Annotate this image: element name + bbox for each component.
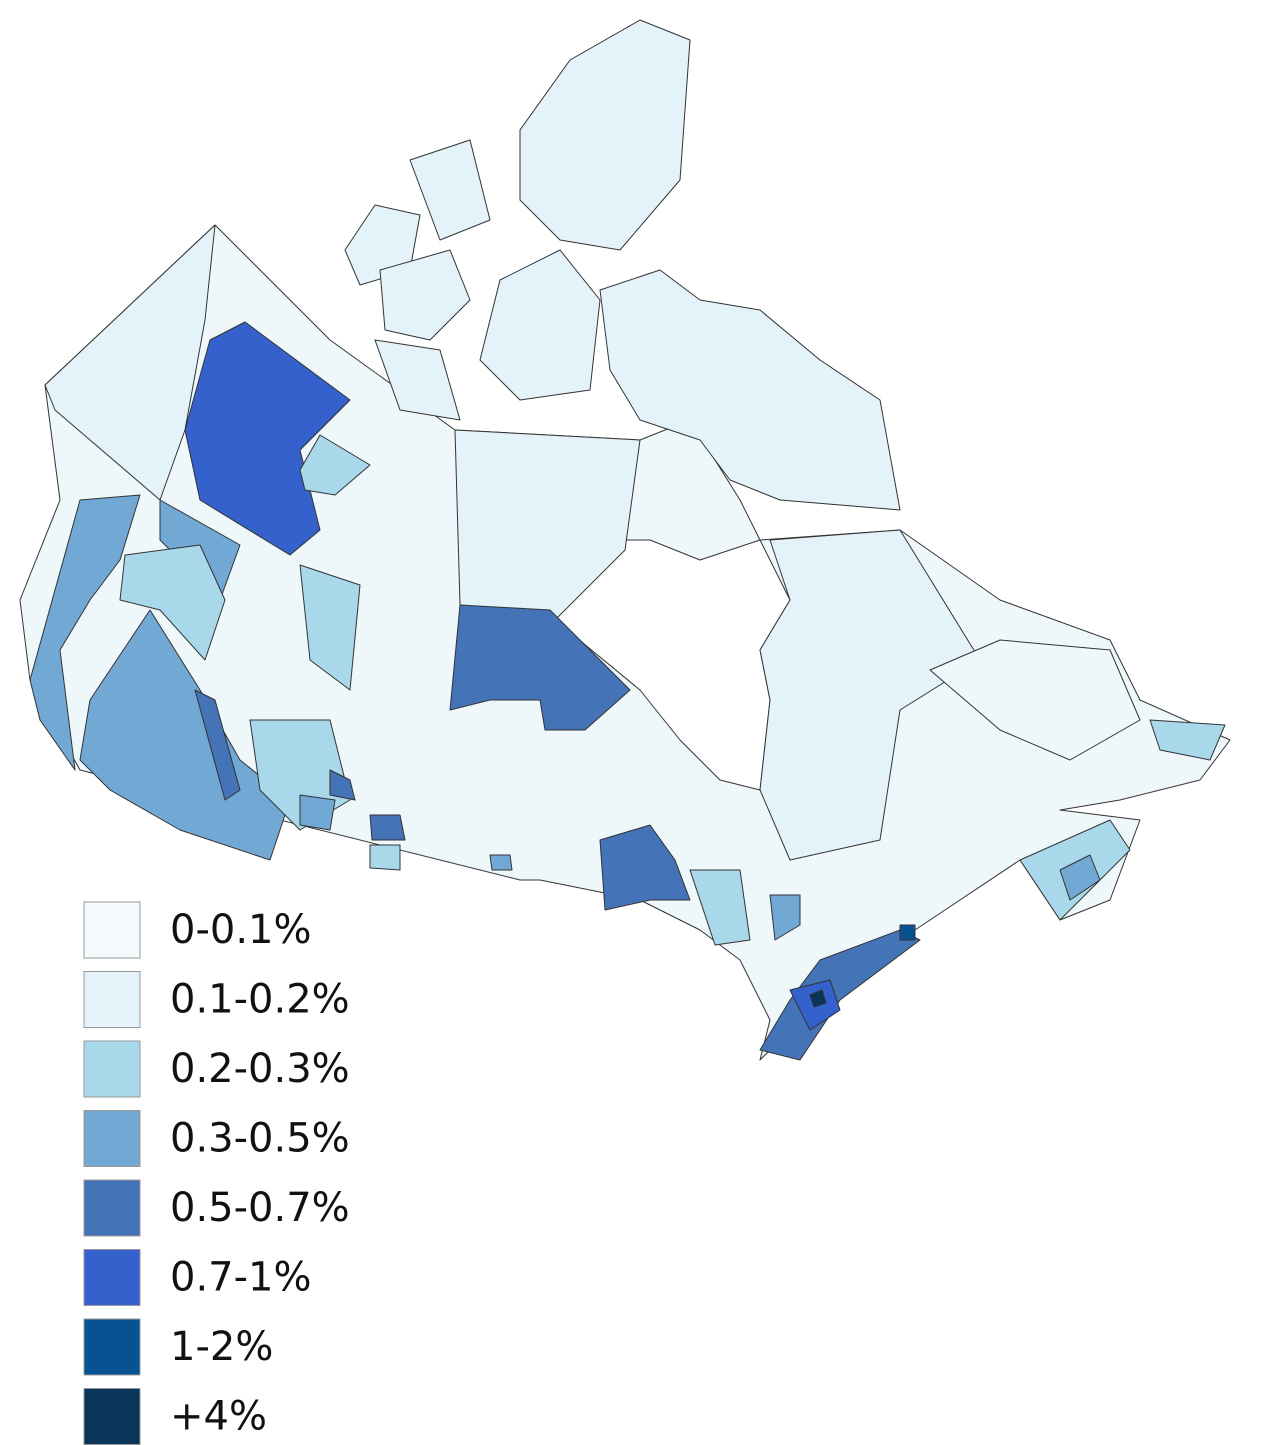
- region: [369, 814, 406, 841]
- legend-label: 0-0.1%: [170, 907, 312, 953]
- region: [489, 854, 513, 871]
- region: [119, 544, 226, 661]
- island: [519, 19, 691, 251]
- legend-label: 0.5-0.7%: [170, 1185, 350, 1231]
- region: [79, 609, 291, 861]
- legend-swatch: [83, 901, 141, 959]
- region: [599, 824, 691, 911]
- island: [479, 249, 601, 401]
- island: [379, 249, 471, 341]
- region: [299, 564, 361, 691]
- legend-swatch: [83, 1110, 141, 1167]
- region: [769, 894, 801, 941]
- region: [299, 794, 336, 831]
- region: [899, 924, 916, 941]
- region: [29, 494, 141, 771]
- region: [689, 869, 751, 946]
- region: [929, 639, 1141, 761]
- legend-swatch: [83, 1388, 141, 1445]
- island: [599, 269, 901, 511]
- region: [44, 224, 216, 501]
- region: [184, 321, 351, 556]
- region: [449, 604, 631, 731]
- region: [1149, 719, 1226, 761]
- region: [194, 689, 241, 801]
- legend: 0-0.1% 0.1-0.2% 0.2-0.3% 0.3-0.5% 0.5-0.7% 0.…: [83, 901, 350, 1445]
- region: [369, 844, 401, 871]
- legend-swatch: [83, 1040, 141, 1098]
- island: [374, 339, 461, 421]
- legend-label: 0.1-0.2%: [170, 977, 350, 1023]
- region: [1059, 854, 1101, 901]
- region: [759, 529, 981, 861]
- region: [329, 769, 356, 801]
- island: [409, 139, 491, 241]
- legend-label: +4%: [170, 1394, 267, 1440]
- region: [809, 989, 827, 1008]
- legend-label: 1-2%: [170, 1324, 273, 1370]
- legend-label: 0.2-0.3%: [170, 1046, 350, 1092]
- legend-swatch: [83, 971, 141, 1028]
- map-regions: [19, 19, 1231, 1061]
- legend-label: 0.7-1%: [170, 1255, 312, 1301]
- legend-swatch: [83, 1249, 141, 1306]
- legend-swatch: [83, 1179, 141, 1237]
- legend-swatch: [83, 1318, 141, 1376]
- legend-label: 0.3-0.5%: [170, 1116, 350, 1162]
- region: [454, 429, 641, 621]
- region: [299, 434, 371, 496]
